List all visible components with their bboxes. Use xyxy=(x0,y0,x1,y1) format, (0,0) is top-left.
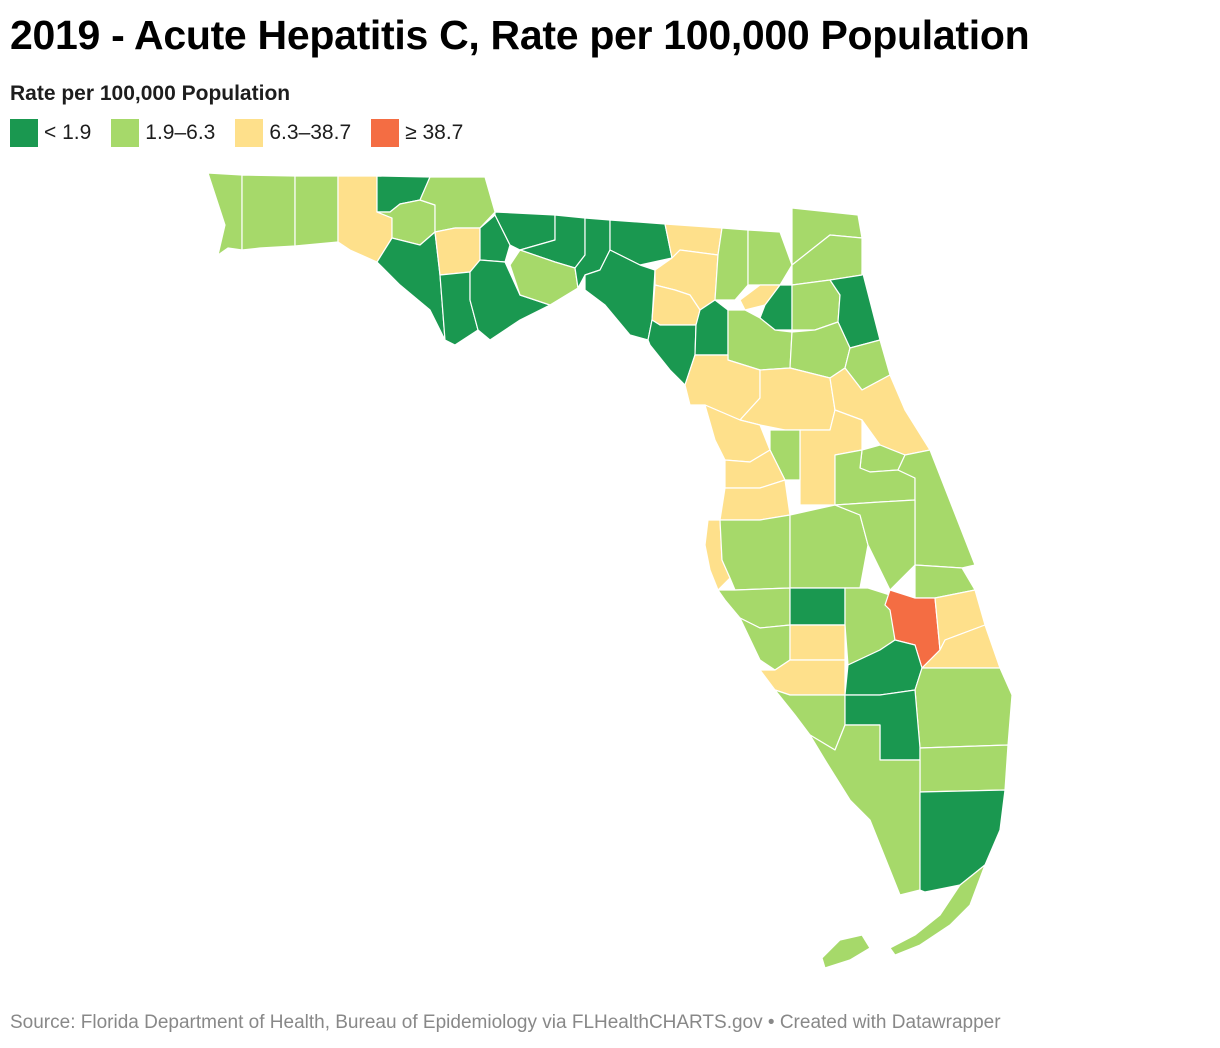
legend-item-2: 1.9–6.3 xyxy=(111,119,215,147)
legend-label-1: < 1.9 xyxy=(44,121,92,144)
county-desoto[interactable] xyxy=(789,624,846,661)
legend-swatch-4 xyxy=(371,119,400,147)
county-bay[interactable] xyxy=(376,231,446,341)
county-polk[interactable] xyxy=(789,504,869,589)
legend-label-3: 6.3–38.7 xyxy=(269,121,352,144)
county-santa-rosa[interactable] xyxy=(241,174,296,251)
legend-label-4: ≥ 38.7 xyxy=(405,121,464,144)
legend-swatch-2 xyxy=(111,119,140,147)
legend-swatch-3 xyxy=(235,119,264,147)
county-escambia[interactable] xyxy=(207,172,243,256)
legend-item-1: < 1.9 xyxy=(10,119,91,147)
county-miami-dade[interactable] xyxy=(919,789,1006,893)
county-broward[interactable] xyxy=(919,744,1009,793)
chart-title: 2019 - Acute Hepatitis C, Rate per 100,0… xyxy=(10,12,1030,58)
florida-county-map xyxy=(207,172,1013,969)
county-okaloosa[interactable] xyxy=(294,175,339,247)
county-hillsborough[interactable] xyxy=(719,514,791,591)
legend-title: Rate per 100,000 Population xyxy=(10,82,291,105)
county-columbia[interactable] xyxy=(714,227,749,301)
county-lee[interactable] xyxy=(774,689,846,751)
legend-item-4: ≥ 38.7 xyxy=(371,119,463,147)
county-monroe-keys[interactable] xyxy=(889,864,986,956)
source-note: Source: Florida Department of Health, Bu… xyxy=(10,1012,1001,1033)
county-madison[interactable] xyxy=(609,219,673,266)
county-osceola[interactable] xyxy=(834,499,916,591)
legend: < 1.9 1.9–6.3 6.3–38.7 ≥ 38.7 xyxy=(10,119,483,147)
legend-label-2: 1.9–6.3 xyxy=(145,121,216,144)
county-liberty[interactable] xyxy=(479,214,511,263)
county-martin[interactable] xyxy=(921,624,1001,669)
county-franklin[interactable] xyxy=(469,259,551,341)
legend-swatch-1 xyxy=(10,119,38,147)
county-sumter[interactable] xyxy=(769,429,801,481)
county-manatee[interactable] xyxy=(717,587,791,629)
county-clay[interactable] xyxy=(791,279,841,331)
legend-item-3: 6.3–38.7 xyxy=(235,119,351,147)
county-hardee[interactable] xyxy=(789,587,846,626)
county-monroe-lower-keys[interactable] xyxy=(821,934,871,969)
county-baker[interactable] xyxy=(747,229,793,286)
county-palm-beach[interactable] xyxy=(914,667,1013,749)
